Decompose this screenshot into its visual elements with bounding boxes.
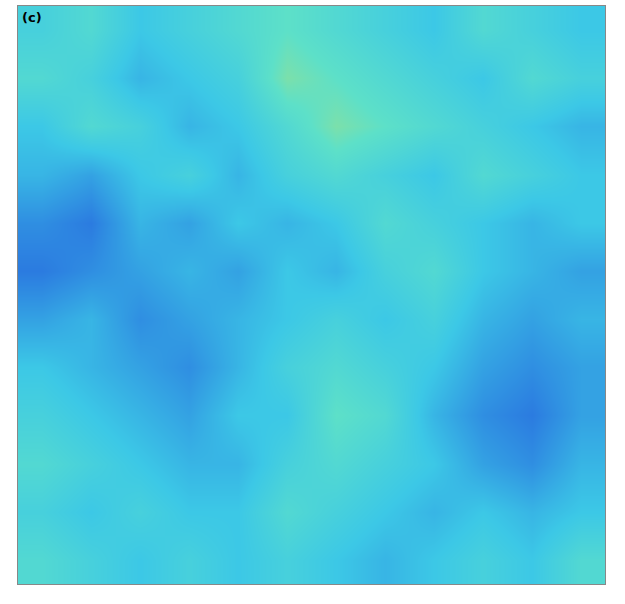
svg-text:(c): (c) xyxy=(22,10,42,25)
